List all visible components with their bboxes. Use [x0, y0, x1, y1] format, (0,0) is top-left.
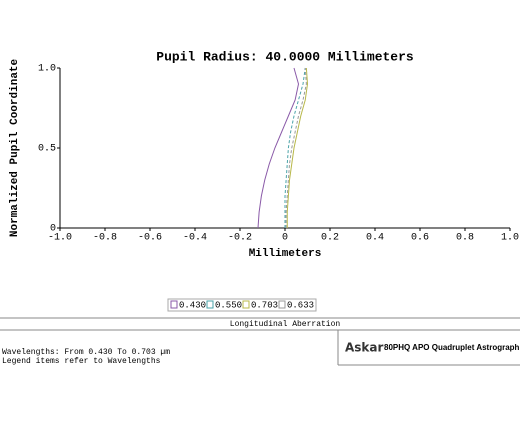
note: Legend items refer to Wavelengths — [2, 357, 161, 366]
y-tick-label: 1.0 — [38, 64, 56, 75]
aberration-curve — [257, 67, 300, 229]
legend-label: 0.550 — [215, 300, 242, 310]
aberration-curve — [285, 67, 307, 228]
legend-swatch — [206, 300, 214, 309]
x-tick-label: 0 — [282, 233, 288, 244]
lens-name: 80PHQ APO Quadruplet Astrograph — [384, 343, 520, 352]
y-tick-label: 0 — [50, 224, 56, 235]
x-tick-label: 0.4 — [366, 233, 384, 244]
legend-swatch — [278, 300, 286, 309]
x-tick-label: -0.2 — [228, 233, 252, 244]
legend-label: 0.633 — [287, 300, 314, 310]
legend-label: 0.703 — [251, 300, 278, 310]
x-tick-label: 0.8 — [456, 233, 474, 244]
x-axis-label: Millimeters — [249, 248, 322, 260]
legend-label: 0.430 — [179, 300, 206, 310]
legend-box — [167, 298, 317, 312]
x-tick-label: -0.6 — [138, 233, 162, 244]
legend-swatch — [170, 300, 178, 309]
legend-swatch — [242, 300, 250, 309]
x-tick-label: 0.6 — [411, 233, 429, 244]
caption: Longitudinal Aberration — [230, 320, 341, 329]
aberration-curve — [286, 67, 309, 228]
chart-title: Pupil Radius: 40.0000 Millimeters — [156, 49, 414, 64]
x-tick-label: -1.0 — [48, 233, 72, 244]
logo: Askar — [345, 341, 384, 355]
x-tick-label: -0.8 — [93, 233, 117, 244]
aberration-curve — [284, 67, 306, 228]
y-axis-label: Normalized Pupil Coordinate — [9, 58, 21, 237]
y-tick-label: 0.5 — [38, 144, 56, 155]
x-tick-label: 1.0 — [501, 233, 519, 244]
note: Wavelengths: From 0.430 To 0.703 µm — [2, 348, 170, 357]
x-tick-label: -0.4 — [183, 233, 207, 244]
x-tick-label: 0.2 — [321, 233, 339, 244]
